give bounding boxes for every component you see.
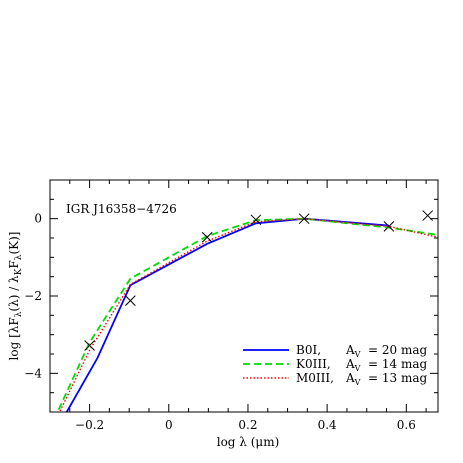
x-tick-label: 0.6: [397, 418, 416, 432]
legend-value-0: = 20 mag: [368, 343, 427, 357]
observed-point: [383, 221, 395, 232]
legend-value-1: = 14 mag: [368, 357, 427, 371]
legend-label-2: M0III,: [296, 371, 334, 385]
series-line-2: [58, 217, 438, 412]
observed-point: [201, 231, 213, 243]
observed-point: [422, 210, 434, 221]
legend-av-2: AV: [345, 371, 361, 387]
chart-annotation: IGR J16358−4726: [66, 202, 177, 216]
legend-label-0: B0I,: [296, 343, 321, 357]
observed-point: [84, 340, 95, 351]
x-axis-label: log λ (μm): [217, 435, 280, 449]
x-tick-label: 0.2: [238, 418, 257, 432]
observed-point: [250, 214, 262, 226]
series-line-0: [65, 217, 389, 412]
legend-label-1: K0III,: [296, 357, 331, 371]
series-layer: [56, 217, 438, 412]
y-tick-label: −2: [24, 289, 42, 303]
tick-labels: −0.2 0 0.2 0.4 0.6 −4 −2 0: [24, 212, 416, 432]
observed-point: [298, 213, 310, 225]
y-tick-label: −4: [24, 366, 42, 380]
legend-value-2: = 13 mag: [368, 371, 427, 385]
observed-point: [125, 295, 136, 306]
y-axis-label: log [λFλ(λ) / λKFλ(K)]: [7, 232, 24, 361]
x-tick-label: −0.2: [75, 418, 104, 432]
plot-frame: [49, 179, 439, 413]
y-tick-label: 0: [34, 212, 42, 226]
series-line-1: [56, 217, 438, 412]
observed-points: [84, 210, 434, 351]
x-tick-label: 0.4: [318, 418, 337, 432]
x-tick-label: 0: [165, 418, 173, 432]
